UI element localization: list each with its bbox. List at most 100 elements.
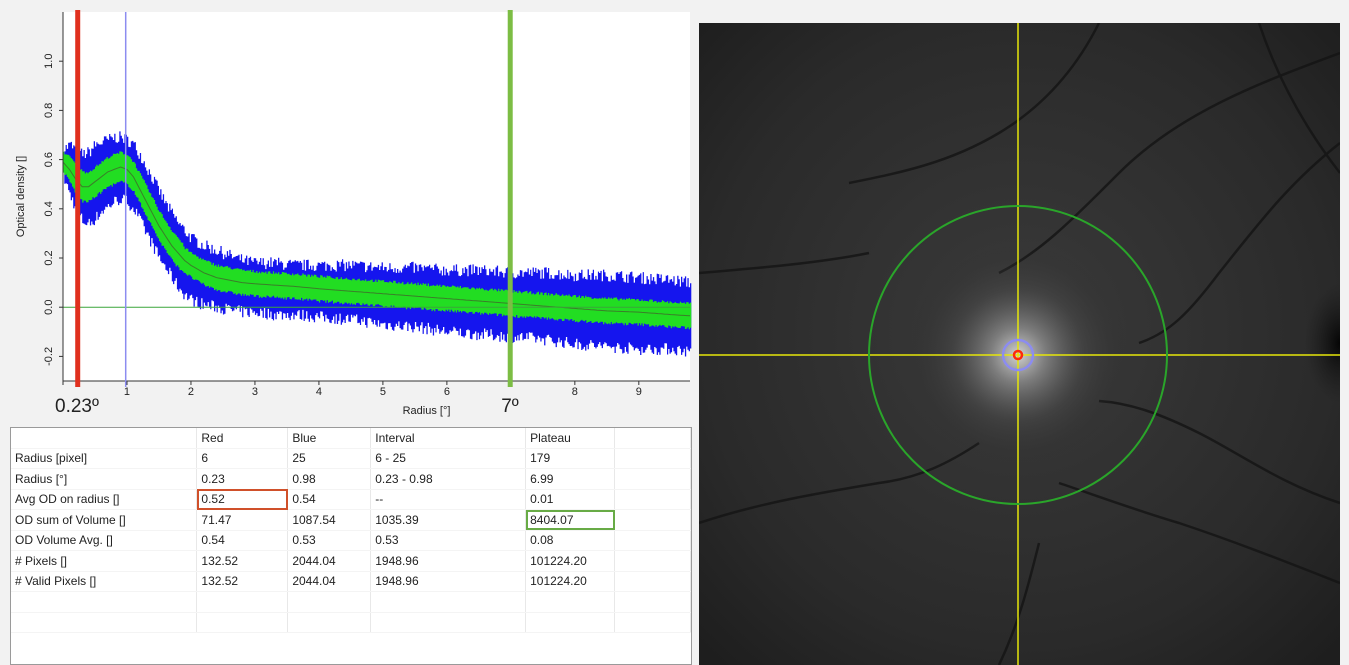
- table-row: [11, 612, 691, 633]
- column-header: [614, 428, 691, 449]
- cell-blue: 25: [287, 448, 372, 469]
- column-header: Interval: [370, 428, 527, 449]
- cell-plateau: 6.99: [525, 468, 616, 490]
- results-table-panel: Red Blue Interval Plateau Radius [pixel] 6 25 6…: [10, 427, 692, 665]
- fundus-image: [699, 23, 1340, 665]
- column-header: [11, 428, 198, 449]
- y-tick-label: -0.2: [43, 347, 55, 366]
- table-row: Radius [°] 0.23 0.98 0.23 - 0.98 6.99: [11, 468, 691, 490]
- cell-label: Radius [°]: [11, 468, 198, 490]
- fundus-image-panel: [699, 23, 1340, 665]
- cell-blue: [287, 591, 372, 613]
- cell-empty: [614, 550, 691, 572]
- x-tick-label: 9: [636, 386, 642, 398]
- cell-red: 0.52: [196, 489, 289, 510]
- cell-interval: 0.53: [370, 530, 527, 551]
- column-header: Plateau: [525, 428, 616, 449]
- table-row: [11, 591, 691, 613]
- mean-line: [62, 161, 691, 317]
- optic-disc: [1305, 283, 1340, 403]
- x-tick-label: 1: [124, 386, 130, 398]
- cell-blue: 0.54: [287, 489, 372, 510]
- od-profile-chart: -0.2 0.0 0.2 0.4 0.6 0.8 1.0 1 2 3 4 5 6 8 9 Optical de…: [15, 10, 692, 417]
- y-tick-label: 1.0: [43, 54, 55, 69]
- retinal-vessels: [699, 23, 1340, 665]
- std-band: [63, 151, 692, 330]
- cell-label: OD sum of Volume []: [11, 509, 198, 531]
- cell-blue: [287, 612, 372, 633]
- cell-interval: [370, 612, 527, 633]
- cell-plateau: 101224.20: [525, 571, 616, 592]
- cell-red: [196, 591, 289, 613]
- cell-blue: 2044.04: [287, 571, 372, 592]
- x-tick-label: 2: [188, 386, 194, 398]
- cell-red: 71.47: [196, 509, 289, 531]
- cell-empty: [614, 489, 691, 510]
- cell-blue: 0.53: [287, 530, 372, 551]
- cell-plateau: 0.01: [525, 489, 616, 510]
- results-table: Red Blue Interval Plateau Radius [pixel] 6 25 6…: [11, 428, 691, 633]
- y-tick-label: 0.2: [43, 250, 55, 265]
- y-tick-label: 0.8: [43, 103, 55, 118]
- y-tick-label: 0.0: [43, 300, 55, 315]
- od-profile-chart-panel: -0.2 0.0 0.2 0.4 0.6 0.8 1.0 1 2 3 4 5 6 8 9 Optical de…: [0, 0, 695, 422]
- cell-empty: [614, 448, 691, 469]
- cell-red: 6: [196, 448, 289, 469]
- cell-interval: 0.23 - 0.98: [370, 468, 527, 490]
- cell-interval: 6 - 25: [370, 448, 527, 469]
- cell-interval: 1035.39: [370, 509, 527, 531]
- cell-red: 0.54: [196, 530, 289, 551]
- column-header: Red: [196, 428, 289, 449]
- cell-interval: [370, 591, 527, 613]
- cell-label: Radius [pixel]: [11, 448, 198, 469]
- cell-red: 0.23: [196, 468, 289, 490]
- cell-interval: --: [370, 489, 527, 510]
- table-header-row: Red Blue Interval Plateau: [11, 428, 691, 449]
- table-row: OD sum of Volume [] 71.47 1087.54 1035.39 84…: [11, 509, 691, 531]
- plateau-ring: [868, 205, 1168, 505]
- x-axis-label: Radius [°]: [403, 405, 451, 417]
- cell-blue: 1087.54: [287, 509, 372, 531]
- blue-ring: [1001, 338, 1035, 372]
- cell-red: 132.52: [196, 571, 289, 592]
- table-row: # Valid Pixels [] 132.52 2044.04 1948.96 101…: [11, 571, 691, 592]
- marker-red-label: 0.23º: [55, 396, 99, 417]
- cell-red: 132.52: [196, 550, 289, 572]
- cell-label: # Pixels []: [11, 550, 198, 572]
- table-row: Radius [pixel] 6 25 6 - 25 179: [11, 448, 691, 469]
- cell-empty: [614, 591, 691, 613]
- cell-plateau: [525, 591, 616, 613]
- cell-label: Avg OD on radius []: [11, 489, 198, 510]
- cell-label: # Valid Pixels []: [11, 571, 198, 592]
- cell-label: [11, 591, 198, 613]
- cell-label: OD Volume Avg. []: [11, 530, 198, 551]
- cell-empty: [614, 571, 691, 592]
- table-row: # Pixels [] 132.52 2044.04 1948.96 101224.20: [11, 550, 691, 572]
- cell-plateau: 179: [525, 448, 616, 469]
- cell-plateau: 101224.20: [525, 550, 616, 572]
- x-tick-label: 4: [316, 386, 322, 398]
- cell-plateau: 0.08: [525, 530, 616, 551]
- cell-empty: [614, 468, 691, 490]
- cell-blue: 2044.04: [287, 550, 372, 572]
- cell-blue: 0.98: [287, 468, 372, 490]
- column-header: Blue: [287, 428, 372, 449]
- x-tick-label: 8: [572, 386, 578, 398]
- cell-interval: 1948.96: [370, 550, 527, 572]
- table-row: Avg OD on radius [] 0.52 0.54 -- 0.01: [11, 489, 691, 510]
- cell-label: [11, 612, 198, 633]
- cell-plateau: 8404.07: [525, 509, 616, 531]
- red-ring: [1012, 349, 1024, 361]
- cell-empty: [614, 530, 691, 551]
- cell-empty: [614, 612, 691, 633]
- cell-empty: [614, 509, 691, 531]
- x-tick-label: 6: [444, 386, 450, 398]
- x-tick-label: 5: [380, 386, 386, 398]
- cell-interval: 1948.96: [370, 571, 527, 592]
- marker-plateau-label: 7º: [501, 396, 519, 417]
- y-tick-label: 0.4: [43, 201, 55, 216]
- table-row: OD Volume Avg. [] 0.54 0.53 0.53 0.08: [11, 530, 691, 551]
- cell-red: [196, 612, 289, 633]
- x-tick-label: 3: [252, 386, 258, 398]
- y-axis-label: Optical density []: [15, 156, 27, 237]
